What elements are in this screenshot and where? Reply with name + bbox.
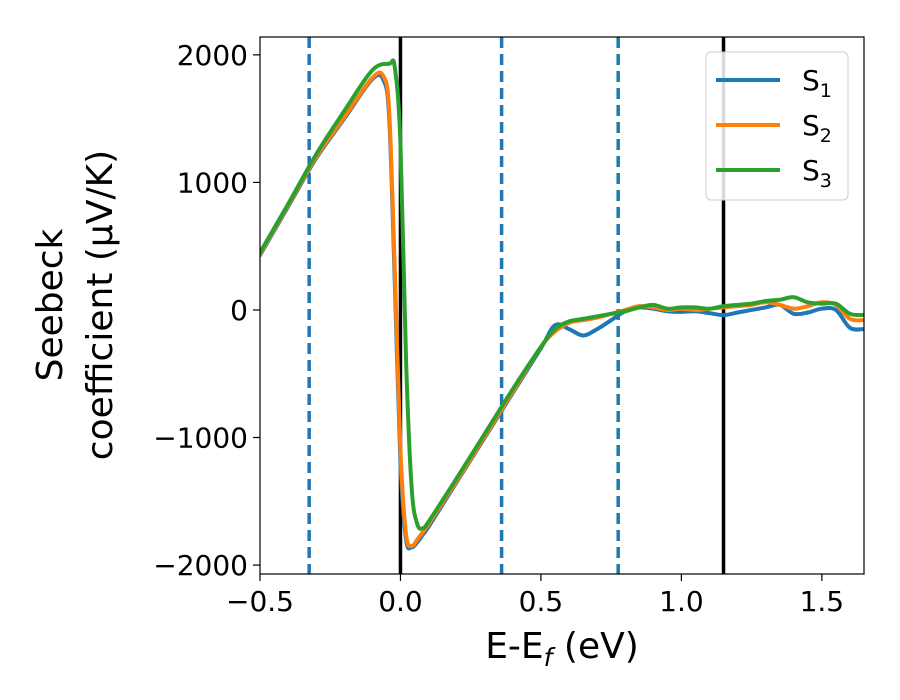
x-tick-label: 1.0 [659,585,704,618]
legend: S1 S2 S3 [705,51,849,201]
y-tick-label: 0 [230,294,248,327]
y-axis-title-line1: Seebeck [30,228,71,381]
x-tick-label: −0.5 [226,585,294,618]
plot-frame [259,36,865,575]
legend-label-s3: S3 [802,154,832,192]
x-tick-label: 0.0 [378,585,423,618]
x-axis: −0.5 0.0 0.5 1.0 1.5 [226,574,844,618]
y-tick-label: 2000 [177,39,248,72]
y-axis: −2000 −1000 0 1000 2000 [153,39,260,582]
legend-label-s1: S1 [802,64,832,102]
x-axis-title: E-Ef (eV) [485,626,639,672]
series-line-s3 [260,58,864,531]
y-tick-label: 1000 [177,166,248,199]
series-group [260,58,864,551]
y-axis-title-line2: coefficient (μV/K) [80,150,121,460]
x-tick-label: 0.5 [519,585,564,618]
y-tick-label: −2000 [153,549,248,582]
legend-label-s2: S2 [802,109,832,147]
x-tick-label: 1.5 [800,585,845,618]
y-tick-label: −1000 [153,422,248,455]
